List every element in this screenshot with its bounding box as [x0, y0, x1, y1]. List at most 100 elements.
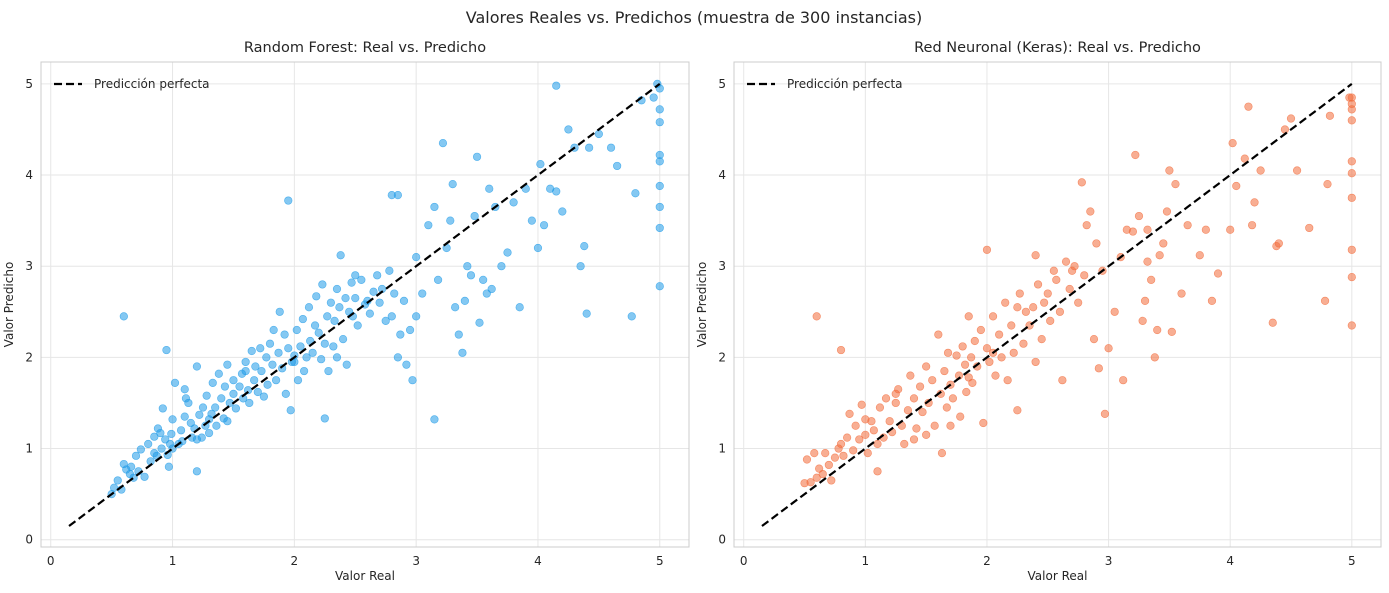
scatter-point [195, 410, 204, 419]
scatter-point [830, 453, 840, 462]
scatter-point [475, 318, 484, 327]
scatter-point [296, 342, 305, 351]
scatter-point [433, 275, 443, 284]
scatter-point [1013, 406, 1022, 415]
scatter-point [1092, 239, 1101, 248]
scatter-point [1110, 307, 1119, 316]
scatter-point [113, 476, 122, 485]
scatter-point [271, 376, 281, 385]
x-tick-label: 1 [169, 554, 177, 568]
scatter-point [1347, 193, 1356, 202]
scatter-point [286, 406, 295, 415]
scatter-point [845, 409, 854, 418]
scatter-point [320, 339, 329, 348]
y-tick-label: 3 [718, 259, 726, 273]
scatter-point [451, 303, 460, 312]
y-tick-label: 4 [25, 168, 33, 182]
scatter-point [552, 187, 561, 196]
scatter-point [873, 467, 882, 476]
scatter-point [265, 339, 275, 348]
scatter-point [1347, 157, 1356, 166]
x-tick-label: 2 [983, 554, 991, 568]
scatter-point [873, 439, 882, 449]
scatter-point [332, 353, 342, 362]
scatter-point [1007, 321, 1016, 330]
scatter-point [946, 421, 955, 430]
scatter-point [1320, 296, 1330, 305]
scatter-point [1070, 262, 1079, 271]
scatter-point [881, 394, 891, 403]
scatter-point [1268, 318, 1277, 327]
scatter-point [299, 366, 309, 376]
y-tick-label: 0 [718, 533, 726, 547]
scatter-point [320, 414, 329, 423]
scatter-point [259, 392, 269, 401]
scatter-point [962, 387, 971, 397]
scatter-point [211, 403, 220, 412]
scatter-point [1077, 178, 1086, 187]
scatter-point [393, 353, 402, 362]
scatter-point [170, 378, 180, 388]
scatter-point [212, 421, 221, 430]
scatter-point [1049, 266, 1058, 275]
scatter-point [241, 357, 250, 367]
x-tick-label: 5 [1348, 554, 1356, 568]
x-tick-label: 4 [534, 554, 542, 568]
scatter-point [1080, 271, 1089, 280]
scatter-point [1213, 269, 1223, 278]
scatter-point [262, 353, 271, 362]
scatter-point [1040, 298, 1049, 307]
scatter-point [204, 428, 214, 438]
scatter-point [806, 478, 815, 487]
scatter-point [157, 444, 166, 453]
scatter-point [934, 330, 943, 339]
scatter-point [857, 400, 866, 409]
scatter-point [268, 360, 277, 369]
scatter-point [150, 448, 159, 458]
scatter-point [995, 330, 1004, 339]
scatter-point [1323, 180, 1332, 189]
scatter-point [197, 433, 206, 442]
scatter-point [861, 430, 870, 439]
scatter-point [497, 262, 506, 271]
scatter-point [903, 406, 913, 415]
scatter-point [304, 303, 314, 312]
scatter-point [885, 417, 894, 426]
scatter-point [144, 439, 153, 449]
scatter-point [821, 448, 830, 458]
scatter-point [247, 346, 256, 356]
scatter-point [430, 415, 439, 424]
scatter-point [1147, 275, 1156, 284]
scatter-point [655, 118, 664, 127]
scatter-point [275, 307, 284, 316]
nn-chart-panel: 0 1 2 3 4 5 0 1 2 3 4 5 Red Neuronal (Keras): Real v… [695, 40, 1382, 583]
scatter-point [875, 403, 885, 412]
scatter-point [564, 125, 573, 134]
y-tick-label: 0 [25, 533, 33, 547]
scatter-point [655, 202, 664, 212]
scatter-point [223, 417, 232, 426]
scatter-point [192, 362, 202, 371]
scatter-point [655, 282, 664, 291]
scatter-point [1177, 289, 1186, 298]
scatter-point [655, 181, 664, 191]
scatter-point [280, 330, 289, 339]
y-tick-label: 2 [718, 350, 726, 364]
scatter-point [396, 330, 405, 339]
scatter-point [964, 312, 973, 321]
scatter-point [485, 184, 494, 193]
scatter-point [851, 421, 860, 430]
scatter-point [353, 321, 362, 330]
scatter-point [357, 275, 366, 284]
scatter-point [472, 152, 482, 161]
scatter-point [208, 378, 217, 388]
scatter-point [922, 362, 931, 371]
scatter-point [109, 483, 119, 492]
scatter-point [863, 448, 872, 458]
legend-entry: Predicción perfecta [787, 77, 903, 91]
scatter-point [1171, 180, 1180, 189]
legend: Predicción perfecta [747, 77, 903, 91]
scatter-point [952, 351, 961, 360]
figure-title: Valores Reales vs. Predichos (muestra de… [466, 8, 923, 27]
scatter-point [470, 211, 479, 221]
